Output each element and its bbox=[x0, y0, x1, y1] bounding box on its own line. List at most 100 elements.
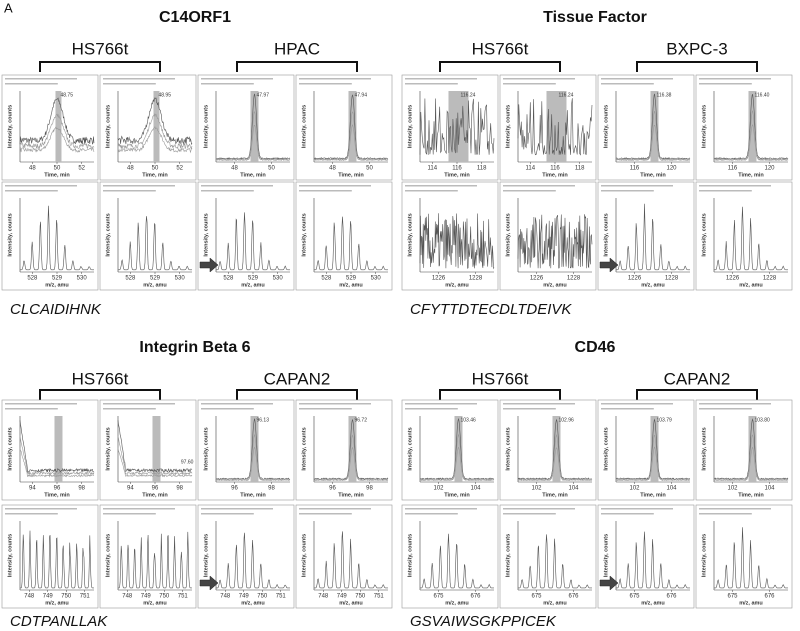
x-tick-label: 676 bbox=[568, 594, 579, 600]
y-axis-label: Intensity, counts bbox=[603, 534, 609, 577]
x-tick-label: 1228 bbox=[665, 276, 679, 282]
trace bbox=[216, 111, 291, 161]
peak-label: 48.75 bbox=[60, 92, 73, 98]
peak-window bbox=[348, 91, 357, 162]
panel-header bbox=[405, 190, 458, 192]
trace bbox=[714, 206, 788, 271]
x-axis-label: Time, min bbox=[338, 492, 364, 498]
panel-header bbox=[699, 190, 752, 192]
x-tick-label: 96 bbox=[152, 486, 159, 492]
spectrum-panel: 748 749 750 751 m/z, amu Intensity, counts bbox=[295, 504, 393, 609]
trace bbox=[419, 98, 495, 155]
x-tick-label: 102 bbox=[433, 486, 444, 492]
panel-frame bbox=[1, 399, 99, 501]
y-axis-label: Intensity, counts bbox=[301, 534, 307, 577]
x-tick-label: 48 bbox=[127, 166, 134, 172]
peptide-sequence: GSVAIWSGKPPICEK bbox=[410, 613, 557, 630]
trace bbox=[313, 124, 389, 161]
y-axis-label: Intensity, counts bbox=[407, 213, 413, 256]
panel-header bbox=[699, 408, 752, 410]
peak-window bbox=[152, 416, 161, 482]
peak-window bbox=[748, 416, 757, 482]
panel-header bbox=[299, 190, 352, 192]
y-axis-label: Intensity, counts bbox=[301, 213, 307, 256]
y-axis-label: Intensity, counts bbox=[7, 427, 13, 470]
panel-header bbox=[5, 185, 77, 187]
x-tick-label: 1226 bbox=[432, 276, 446, 282]
y-axis-label: Intensity, counts bbox=[407, 534, 413, 577]
panel-header bbox=[103, 190, 156, 192]
peak-window bbox=[546, 91, 567, 162]
y-axis-label: Intensity, counts bbox=[505, 105, 511, 148]
panel-header bbox=[405, 83, 458, 85]
peak-window bbox=[153, 91, 160, 162]
x-tick-label: 528 bbox=[321, 276, 332, 282]
peptide-sequence: CFYTTDTECDLTDEIVK bbox=[410, 301, 572, 318]
x-axis-label: Time, min bbox=[444, 172, 470, 178]
y-axis-label: Intensity, counts bbox=[105, 534, 111, 577]
trace bbox=[419, 433, 495, 481]
panel-header bbox=[601, 185, 673, 187]
x-tick-label: 675 bbox=[727, 594, 738, 600]
bracket bbox=[439, 389, 561, 400]
trace bbox=[19, 97, 95, 145]
y-axis-label: Intensity, counts bbox=[301, 105, 307, 148]
spectrum-panel: 114 116 118 Time, min Intensity, counts 116.2… bbox=[499, 74, 597, 181]
x-tick-label: 751 bbox=[178, 594, 189, 600]
x-axis-label: m/z, amu bbox=[45, 600, 69, 606]
x-tick-label: 52 bbox=[78, 166, 85, 172]
panel-header bbox=[503, 78, 575, 80]
trace bbox=[313, 94, 389, 160]
x-axis-label: Time, min bbox=[444, 492, 470, 498]
x-axis-label: m/z, amu bbox=[739, 600, 763, 606]
trace bbox=[216, 93, 291, 160]
x-axis-label: Time, min bbox=[542, 172, 568, 178]
trace bbox=[615, 434, 691, 481]
spectrum-panel: 528 529 530 m/z, amu Intensity, counts bbox=[99, 181, 197, 291]
x-tick-label: 751 bbox=[276, 594, 287, 600]
x-tick-label: 50 bbox=[54, 166, 61, 172]
x-tick-label: 102 bbox=[629, 486, 640, 492]
panel-header bbox=[299, 408, 352, 410]
y-axis-label: Intensity, counts bbox=[701, 534, 707, 577]
panel-header bbox=[699, 185, 771, 187]
peak-window bbox=[748, 91, 757, 162]
trace bbox=[117, 112, 193, 150]
y-axis-label: Intensity, counts bbox=[105, 427, 111, 470]
panel-header bbox=[201, 408, 254, 410]
trace bbox=[713, 434, 789, 481]
panel-header bbox=[103, 78, 175, 80]
x-tick-label: 104 bbox=[568, 486, 579, 492]
y-axis-label: Intensity, counts bbox=[7, 213, 13, 256]
x-tick-label: 120 bbox=[764, 166, 775, 172]
trace bbox=[313, 434, 389, 481]
panel-header bbox=[601, 513, 654, 515]
x-tick-label: 50 bbox=[366, 166, 373, 172]
x-tick-label: 104 bbox=[470, 486, 481, 492]
panel-header bbox=[503, 513, 556, 515]
x-tick-label: 1228 bbox=[763, 276, 777, 282]
bracket bbox=[636, 389, 758, 400]
x-axis-label: Time, min bbox=[142, 172, 168, 178]
trace bbox=[215, 433, 291, 481]
x-tick-label: 116 bbox=[630, 166, 640, 172]
peptide-sequence: CDTPANLLAK bbox=[10, 613, 108, 630]
peak-label: 47.94 bbox=[354, 92, 367, 98]
panel-header bbox=[601, 83, 654, 85]
peak-window bbox=[454, 416, 463, 482]
x-tick-label: 1228 bbox=[567, 276, 581, 282]
x-tick-label: 1226 bbox=[726, 276, 740, 282]
panel-frame bbox=[597, 181, 695, 291]
x-tick-label: 530 bbox=[175, 276, 186, 282]
panel-header bbox=[103, 83, 156, 85]
panel-frame bbox=[99, 181, 197, 291]
x-tick-label: 52 bbox=[176, 166, 183, 172]
panel-header bbox=[201, 508, 273, 510]
cell-line-label: HS766t bbox=[472, 39, 529, 58]
trace bbox=[215, 418, 290, 480]
trace bbox=[19, 113, 95, 150]
x-axis-label: m/z, amu bbox=[641, 282, 665, 288]
